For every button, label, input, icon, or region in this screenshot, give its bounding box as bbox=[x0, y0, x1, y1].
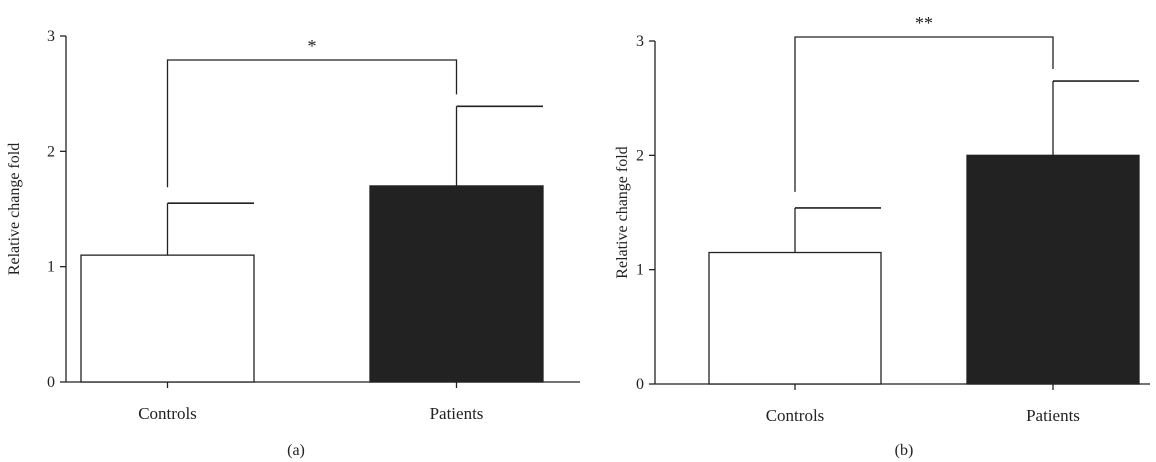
x-tick-label: Patients bbox=[430, 404, 484, 423]
bar-controls bbox=[80, 254, 255, 383]
bar-controls bbox=[708, 251, 882, 385]
panel-label: (a) bbox=[287, 442, 305, 459]
x-tick-label: Patients bbox=[1026, 406, 1080, 425]
bar-patients bbox=[966, 154, 1140, 385]
panel-label: (b) bbox=[895, 442, 914, 459]
y-tick-label: 2 bbox=[47, 143, 55, 160]
x-tick-label: Controls bbox=[766, 406, 825, 425]
y-tick-label: 3 bbox=[636, 33, 644, 50]
y-tick-label: 0 bbox=[636, 376, 644, 393]
y-tick-label: 1 bbox=[47, 259, 55, 276]
significance-bracket bbox=[166, 59, 458, 188]
y-axis-title: Relative change fold bbox=[6, 143, 23, 275]
x-tick-label: Controls bbox=[138, 404, 197, 423]
significance-bracket bbox=[794, 36, 1054, 192]
significance-marker: * bbox=[308, 36, 317, 56]
significance-marker: ** bbox=[915, 13, 933, 33]
y-tick-label: 2 bbox=[636, 147, 644, 164]
y-tick-label: 1 bbox=[636, 262, 644, 279]
y-tick-label: 0 bbox=[47, 374, 55, 391]
y-axis-title: Relative change fold bbox=[614, 146, 631, 278]
chart-panel-b: 0 1 2 3 Relative change fold Controls Patients… bbox=[614, 13, 1150, 459]
chart-panel-a: 0 1 2 3 Relative change fold Controls Patients… bbox=[6, 28, 580, 459]
y-tick-label: 3 bbox=[47, 28, 55, 45]
bar-patients bbox=[369, 185, 544, 383]
